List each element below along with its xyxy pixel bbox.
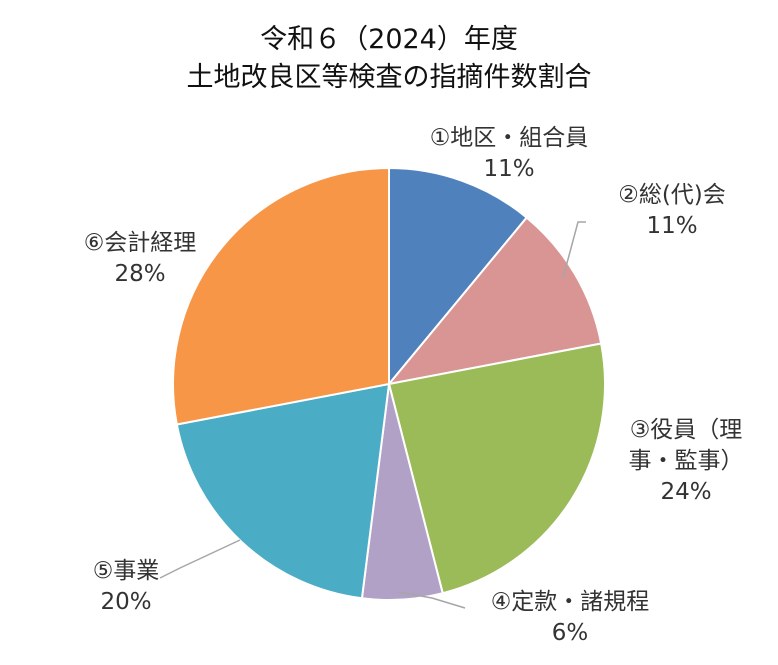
pie-slice-5 <box>175 382 391 600</box>
slice-value-label-1: 11% <box>483 156 534 182</box>
slice-value-label-6: 28% <box>114 261 165 287</box>
leader-line-5 <box>159 539 241 579</box>
slice-label-4-line-1: ④定款・諸規程 <box>491 589 650 615</box>
slice-label-6-line-1: ⑥会計経理 <box>84 230 197 256</box>
pie-slices <box>172 166 606 601</box>
slice-label-2-line-1: ②総(代)会 <box>618 182 726 208</box>
leader-line-2 <box>562 221 586 279</box>
chart-title-line-1: 令和６（2024）年度 <box>260 24 518 55</box>
slice-labels: ①地区・組合員 11% ②総(代)会 11% ③役員（理事・監事） 24% ④定款・諸規程 6… <box>84 125 744 646</box>
leader-lines <box>159 221 586 609</box>
slice-label-3-line-2: 事・監事） <box>629 448 744 474</box>
slice-value-label-3: 24% <box>660 479 711 505</box>
slice-label-3-line-1: ③役員（理 <box>630 417 743 443</box>
slice-label-5-line-1: ⑤事業 <box>93 558 160 584</box>
chart-title-line-2: 土地改良区等検査の指摘件数割合 <box>187 62 592 93</box>
slice-value-label-2: 11% <box>646 213 697 239</box>
slice-value-label-4: 6% <box>552 620 589 646</box>
slice-label-1-line-1: ①地区・組合員 <box>430 125 589 151</box>
pie-slice-3 <box>387 342 606 595</box>
slice-value-label-5: 20% <box>100 589 151 615</box>
pie-slice-6 <box>172 166 390 426</box>
leader-line-4 <box>397 591 466 609</box>
pie-slice-1 <box>388 166 529 387</box>
pie-slice-2 <box>386 216 603 386</box>
